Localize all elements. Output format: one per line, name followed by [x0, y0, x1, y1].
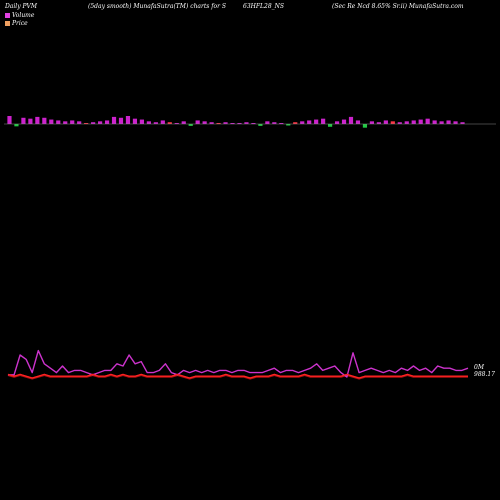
- volume-bar: [404, 121, 409, 124]
- volume-bar: [49, 119, 54, 124]
- volume-bar: [334, 121, 340, 124]
- legend-label-volume: Volume: [12, 11, 35, 19]
- volume-bar: [439, 121, 444, 124]
- volume-bar: [21, 117, 26, 124]
- volume-bar: [35, 116, 40, 124]
- volume-bar: [418, 119, 423, 124]
- volume-bar: [453, 121, 458, 124]
- volume-bar: [84, 123, 89, 124]
- chart-title-center: (5day smooth) MunafaSutra(TM) charts for…: [88, 3, 226, 10]
- volume-bar: [7, 116, 12, 124]
- volume-bar: [63, 121, 68, 124]
- volume-bar: [362, 124, 368, 128]
- legend-swatch-volume: [5, 12, 10, 18]
- volume-bar: [376, 122, 381, 124]
- volume-bar: [272, 122, 277, 124]
- volume-bar: [174, 123, 179, 124]
- volume-bar: [307, 120, 312, 124]
- volume-bar: [188, 124, 193, 126]
- volume-line: [8, 349, 469, 378]
- volume-bar: [314, 119, 319, 124]
- legend-label-price: Price: [12, 19, 28, 27]
- volume-bar: [251, 123, 256, 124]
- volume-bar: [70, 120, 75, 124]
- volume-bar: [265, 121, 270, 124]
- volume-bar: [111, 116, 117, 124]
- volume-bar: [146, 121, 151, 124]
- volume-bar: [348, 116, 354, 124]
- volume-bar: [397, 122, 402, 124]
- volume-bar: [223, 122, 228, 124]
- volume-bar: [230, 123, 235, 124]
- volume-bar: [153, 122, 158, 124]
- volume-bar: [42, 117, 47, 124]
- volume-bar: [98, 121, 103, 124]
- volume-bar: [293, 122, 298, 124]
- chart-ticker: 63HFL28_NS: [243, 3, 285, 10]
- volume-bar: [181, 121, 186, 124]
- volume-bar: [258, 124, 263, 126]
- volume-bar: [139, 119, 144, 124]
- volume-bar: [28, 118, 33, 124]
- volume-bar: [77, 121, 82, 124]
- volume-bar: [390, 121, 395, 124]
- price-line: [7, 373, 468, 379]
- volume-bar: [432, 120, 437, 124]
- legend: Volume Price: [5, 11, 34, 27]
- volume-bar: [383, 120, 388, 124]
- chart-title-right: (Sec Re Ncd 8.65% Sr.ii) MunafaSutra.com: [332, 3, 464, 10]
- volume-bar: [132, 118, 138, 124]
- volume-bar: [237, 123, 242, 124]
- volume-bar: [286, 124, 291, 126]
- legend-item-volume: Volume: [5, 11, 34, 19]
- volume-bar: [209, 122, 214, 124]
- volume-bar: [104, 120, 110, 124]
- volume-bar: [321, 118, 326, 124]
- volume-bar: [118, 117, 124, 124]
- volume-bar: [14, 124, 19, 127]
- volume-bar: [369, 121, 374, 124]
- volume-bar: [91, 122, 96, 124]
- volume-bars: [7, 116, 465, 128]
- volume-bar: [56, 120, 61, 124]
- volume-bar: [202, 121, 207, 124]
- volume-bar: [411, 120, 416, 124]
- chart-title-left: Daily PVM: [5, 3, 38, 10]
- volume-bar: [425, 118, 430, 124]
- volume-bar: [195, 120, 200, 124]
- volume-bar: [341, 119, 347, 124]
- legend-item-price: Price: [5, 19, 34, 27]
- volume-bar: [167, 122, 172, 124]
- volume-bar: [300, 121, 305, 124]
- volume-bar: [125, 116, 131, 124]
- volume-bar: [460, 122, 465, 124]
- volume-bar: [279, 123, 284, 124]
- price-volume-lines: [7, 349, 469, 380]
- volume-bar: [328, 124, 333, 127]
- end-label-price: 988.17: [474, 371, 495, 378]
- legend-swatch-price: [5, 20, 10, 26]
- volume-bar: [446, 120, 451, 124]
- end-label-volume: 0M: [474, 364, 485, 371]
- volume-bar: [216, 123, 221, 124]
- volume-bar: [355, 120, 361, 124]
- volume-bar: [244, 122, 249, 124]
- volume-bar: [160, 120, 165, 124]
